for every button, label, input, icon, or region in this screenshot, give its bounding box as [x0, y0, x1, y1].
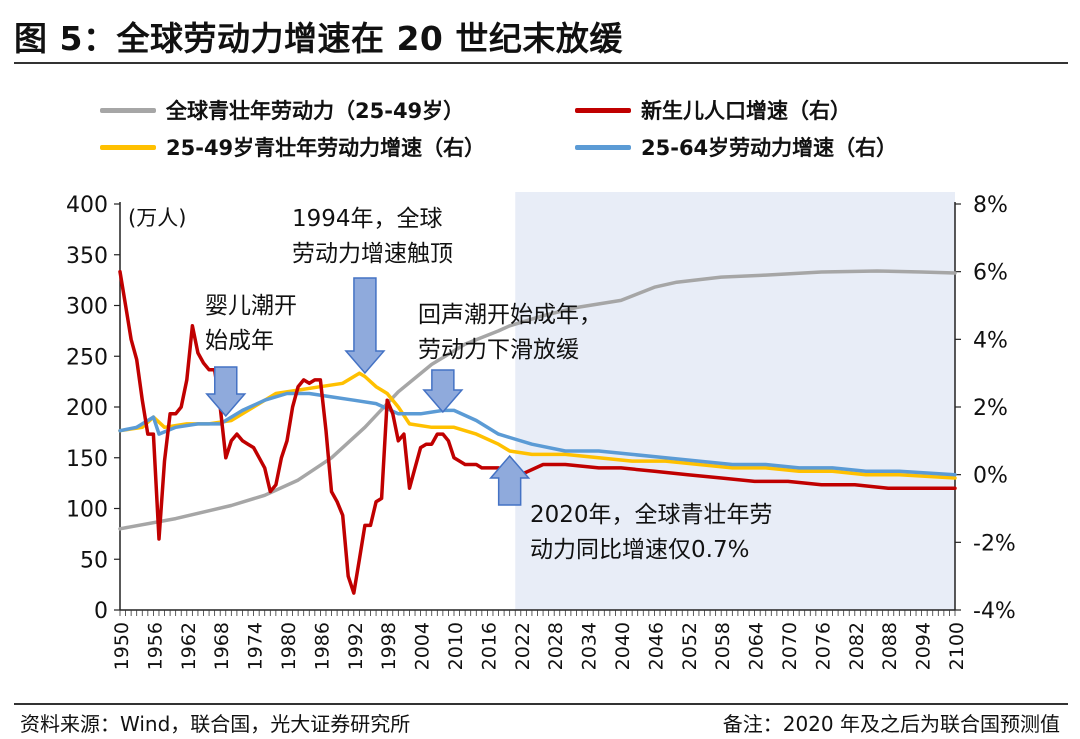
x-tick-label: 2034 — [579, 622, 601, 670]
x-tick-label: 2064 — [746, 622, 768, 670]
series-line-blue — [118, 391, 957, 477]
legend-label-yellow: 25-49岁青壮年劳动力增速（右） — [166, 136, 486, 160]
x-tick-label: 2028 — [545, 622, 567, 670]
legend-item-gray: 全球青壮年劳动力（25-49岁） — [100, 95, 464, 125]
title-divider — [14, 62, 1068, 64]
annotation-arrow — [344, 277, 386, 375]
right-y-tick-label: 0% — [973, 464, 1008, 489]
left-y-tick-label: 100 — [66, 498, 108, 523]
left-axis-unit: (万人) — [128, 206, 186, 230]
legend-item-yellow: 25-49岁青壮年劳动力增速（右） — [100, 132, 485, 162]
x-tick-label: 2046 — [645, 622, 667, 670]
right-y-tick-label: -2% — [973, 531, 1016, 556]
left-y-tick-label: 300 — [66, 295, 108, 320]
legend-swatch-gray — [100, 107, 156, 113]
right-y-tick-label: 4% — [973, 328, 1008, 353]
x-tick-label: 2058 — [712, 622, 734, 670]
x-tick-label: 2082 — [846, 622, 868, 670]
forecast-region — [515, 192, 955, 610]
x-tick-label: 1962 — [178, 622, 200, 670]
annotation-arrow — [489, 454, 531, 506]
x-tick-label: 2076 — [812, 622, 834, 670]
x-tick-label: 2022 — [512, 622, 534, 670]
x-tick-label: 1980 — [278, 622, 300, 670]
right-y-tick-label: 6% — [973, 261, 1008, 286]
legend-swatch-red — [575, 107, 631, 113]
annotation-text: 回声潮开始成年， — [418, 302, 602, 328]
annotation-text: 劳动力下滑放缓 — [418, 337, 579, 363]
legend-item-red: 新生儿人口增速（右） — [575, 95, 851, 125]
left-y-tick-label: 150 — [66, 447, 108, 472]
x-tick-label: 1950 — [111, 622, 133, 670]
legend-swatch-blue — [575, 144, 631, 150]
series-line-gray — [118, 269, 957, 531]
annotation-arrow — [205, 366, 247, 418]
legend-swatch-yellow — [100, 144, 156, 150]
annotation-text: 婴儿潮开 — [205, 293, 297, 319]
x-tick-label: 2010 — [445, 622, 467, 670]
right-y-tick-label: 8% — [973, 193, 1008, 218]
legend-item-blue: 25-64岁劳动力增速（右） — [575, 132, 897, 162]
left-y-tick-label: 250 — [66, 345, 108, 370]
remark-note: 备注：2020 年及之后为联合国预测值 — [722, 712, 1060, 736]
x-tick-label: 1968 — [211, 622, 233, 670]
x-tick-label: 2016 — [478, 622, 500, 670]
right-y-tick-label: 2% — [973, 396, 1008, 421]
annotation-text: 动力同比增速仅0.7% — [530, 537, 749, 563]
x-tick-label: 1956 — [144, 622, 166, 670]
x-tick-label: 1998 — [378, 622, 400, 670]
x-tick-label: 2004 — [412, 622, 434, 670]
left-y-tick-label: 200 — [66, 396, 108, 421]
right-y-tick-label: -4% — [973, 599, 1016, 624]
x-tick-label: 2094 — [913, 622, 935, 670]
x-tick-label: 1992 — [345, 622, 367, 670]
chart-plot: 0 50 100 150 200 250 300 350 400 -4% -2% 0% 2% 4% 6% 8%… — [66, 192, 1016, 670]
annotation-arrow — [422, 369, 464, 414]
left-y-tick-label: 50 — [80, 548, 108, 573]
legend-label-gray: 全球青壮年劳动力（25-49岁） — [166, 99, 465, 123]
x-tick-label: 2070 — [779, 622, 801, 670]
x-tick-label: 2052 — [679, 622, 701, 670]
footer-divider — [14, 703, 1068, 705]
left-y-tick-label: 0 — [94, 599, 108, 624]
left-y-tick-label: 350 — [66, 244, 108, 269]
x-tick-label: 2088 — [879, 622, 901, 670]
x-tick-label: 2040 — [612, 622, 634, 670]
chart-title: 图 5：全球劳动力增速在 20 世纪末放缓 — [14, 19, 623, 58]
left-y-tick-label: 400 — [66, 193, 108, 218]
x-tick-label: 2100 — [946, 622, 968, 670]
annotation-text: 1994年，全球 — [292, 206, 443, 232]
x-tick-label: 1974 — [245, 622, 267, 670]
legend-label-blue: 25-64岁劳动力增速（右） — [641, 136, 898, 160]
annotation-text: 2020年，全球青壮年劳 — [530, 502, 773, 528]
annotation-text: 始成年 — [205, 328, 274, 354]
annotation-text: 劳动力增速触顶 — [292, 241, 453, 267]
legend-label-red: 新生儿人口增速（右） — [641, 99, 851, 123]
source-note: 资料来源：Wind，联合国，光大证券研究所 — [20, 712, 411, 736]
x-tick-label: 1986 — [311, 622, 333, 670]
